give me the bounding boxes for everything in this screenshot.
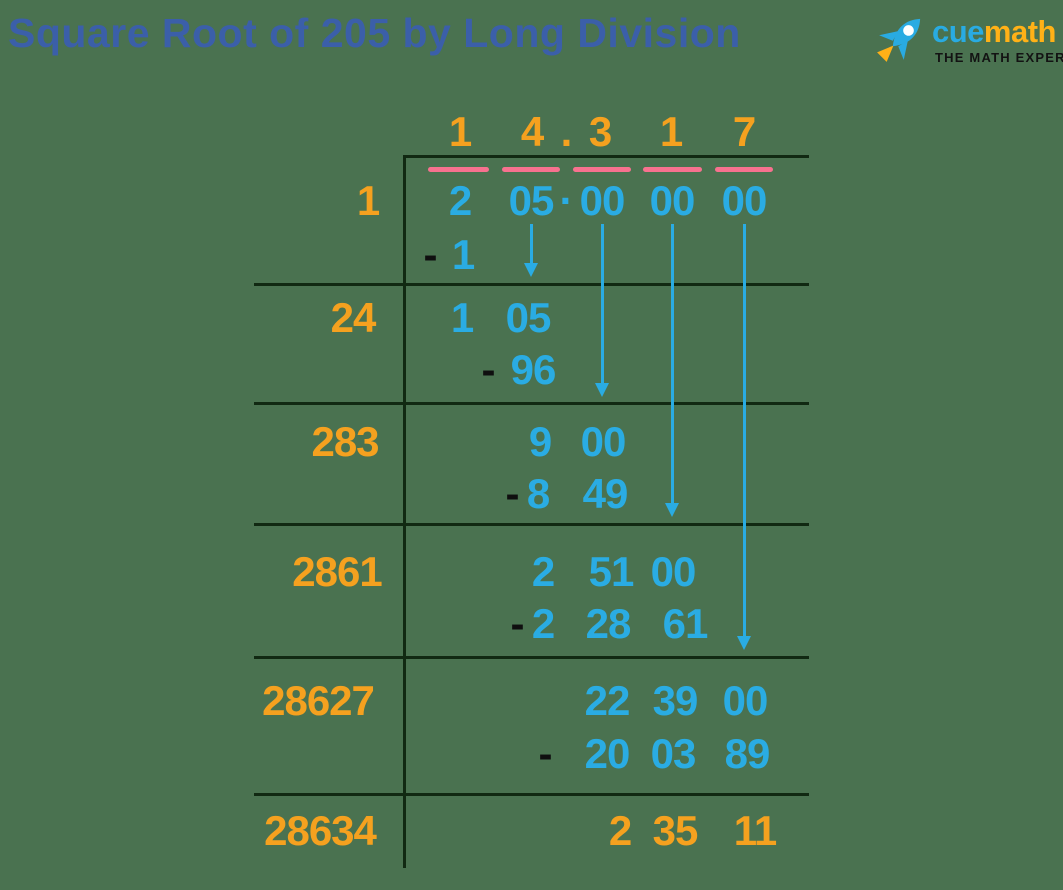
bring-down-arrow [595,224,609,397]
quotient-digit: 4 [520,108,544,155]
bring-down-arrow [737,224,751,650]
step-separator-4 [254,656,809,659]
subtract-value: 28 [585,600,632,647]
pair-underline [502,167,560,172]
brand-cue: cue [932,14,984,49]
bring-down-arrow [665,224,679,517]
quotient-digit: 1 [659,108,683,155]
bring-down-value: 05 [505,294,552,341]
brand-name: cuemath [932,14,1057,50]
quotient-decimal-point: . [560,108,573,155]
dividend-pair: 05 [508,177,555,224]
pair-underline [573,167,631,172]
bring-down-arrow [524,224,538,277]
subtract-value: 49 [582,470,629,517]
brand-tagline: THE MATH EXPERT [935,50,1063,65]
divisor-value: 28627 [262,677,375,724]
rocket-icon [877,18,921,62]
minus-sign: - [481,346,496,393]
divisor-value: 283 [311,418,379,465]
bring-down-value: 39 [652,677,699,724]
minus-sign: - [510,600,525,647]
dividend-pair: 00 [649,177,696,224]
bring-down-value: 9 [528,418,552,465]
quotient-digit: 3 [588,108,612,155]
subtract-value: 1 [451,231,475,278]
pair-underline [643,167,702,172]
minus-sign: - [538,730,553,777]
bring-down-value: 1 [450,294,474,341]
step-separator-1 [254,283,809,286]
bring-down-value: 51 [588,548,635,595]
step-separator-3 [254,523,809,526]
dividend-pair: 00 [721,177,768,224]
divisor-value: 1 [356,177,380,224]
minus-sign: - [505,470,520,517]
subtract-value: 89 [724,730,771,777]
subtract-value: 20 [584,730,631,777]
dividend-decimal-point: · [559,177,574,224]
bring-down-value: 2 [531,548,555,595]
subtract-value: 2 [531,600,555,647]
pair-underline [428,167,489,172]
bring-down-value: 00 [580,418,627,465]
dividend-pair: 2 [448,177,472,224]
divisor-value: 24 [330,294,377,341]
remainder-value: 11 [733,807,777,854]
remainder-value: 35 [652,807,699,854]
bring-down-value: 00 [722,677,769,724]
bring-down-value: 22 [584,677,631,724]
division-top-line [403,155,809,158]
division-bracket-line [403,155,406,868]
cuemath-logo [872,8,930,73]
brand-math: math [983,14,1057,49]
subtract-value: 8 [526,470,550,517]
minus-sign: - [423,231,438,278]
divisor-value: 28634 [264,807,377,854]
bring-down-value: 00 [650,548,697,595]
pair-underline [715,167,773,172]
step-separator-2 [254,402,809,405]
page-title: Square Root of 205 by Long Division [8,10,741,56]
dividend-pair: 00 [579,177,626,224]
quotient-digit: 1 [448,108,472,155]
subtract-value: 96 [510,346,557,393]
subtract-value: 03 [650,730,697,777]
subtract-value: 61 [662,600,709,647]
step-separator-5 [254,793,809,796]
quotient-digit: 7 [732,108,756,155]
remainder-value: 2 [608,807,632,854]
divisor-value: 2861 [292,548,382,595]
